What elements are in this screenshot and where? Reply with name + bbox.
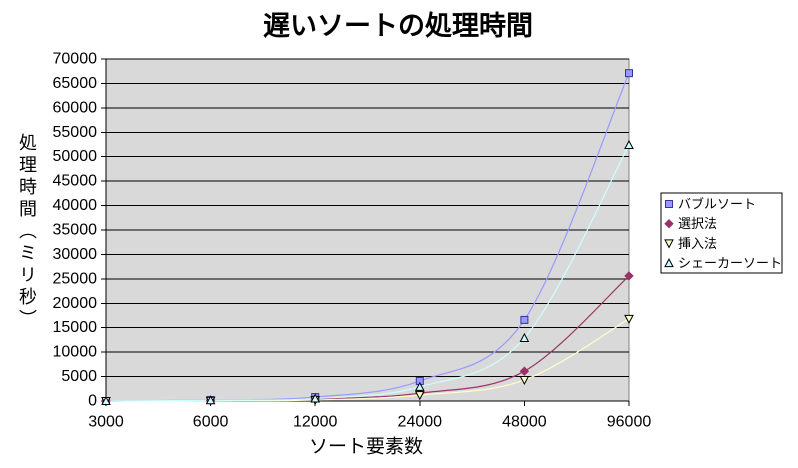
gridlines (106, 58, 629, 378)
y-tick-label: 10000 (53, 344, 98, 361)
data-points (101, 69, 634, 407)
y-tick-label: 30000 (53, 246, 98, 263)
legend-label: バブルソート (678, 197, 756, 212)
legend-label: 選択法 (678, 216, 717, 231)
data-point (519, 375, 530, 386)
data-point (519, 332, 530, 342)
legend-label: 挿入法 (678, 236, 717, 251)
y-tick-label: 5000 (61, 368, 97, 385)
y-tick-label: 0 (88, 393, 97, 410)
y-tick-label: 60000 (53, 99, 98, 116)
data-point (205, 395, 216, 405)
legend-item: シェーカーソート (664, 256, 782, 271)
y-tick-label: 50000 (53, 148, 98, 165)
x-tick-label: 6000 (193, 414, 229, 431)
legend-marker (664, 218, 674, 229)
x-tick-labels: 3000 6000 12000 24000 48000 96000 (88, 414, 651, 431)
x-tick-label: 96000 (607, 414, 652, 431)
legend-box (660, 192, 783, 274)
y-tick-labels: 0 5000 10000 15000 20000 25000 30000 35000 40000… (53, 51, 98, 410)
y-tick-label: 15000 (53, 319, 98, 336)
y-tick-label: 70000 (53, 51, 98, 68)
x-tick-label: 3000 (88, 414, 124, 431)
y-tick-label: 65000 (53, 75, 98, 92)
legend-marker (664, 239, 674, 249)
data-point (625, 69, 633, 78)
data-point (624, 271, 634, 281)
x-axis-label: ソート要素数 (309, 436, 423, 458)
y-tick-label: 45000 (53, 173, 98, 190)
y-tick-label: 20000 (53, 295, 98, 312)
y-tick-label: 55000 (53, 124, 98, 141)
data-point (414, 391, 425, 401)
data-point (624, 314, 634, 324)
legend-marker (665, 200, 673, 208)
y-tick-label: 25000 (53, 270, 98, 287)
data-point (310, 393, 321, 403)
legend-item: 選択法 (664, 216, 717, 231)
data-point (624, 139, 634, 149)
y-axis-label: 処理時間（ミリ秒） (17, 133, 37, 331)
data-point (414, 381, 425, 391)
data-point (101, 395, 111, 405)
legend-item: 挿入法 (664, 236, 717, 251)
y-tick-label: 40000 (53, 197, 98, 214)
chart-title: 遅いソートの処理時間 (263, 10, 533, 41)
x-tick-label: 48000 (502, 414, 547, 431)
x-tick-label: 12000 (293, 414, 338, 431)
x-tick-label: 24000 (398, 414, 443, 431)
legend-label: シェーカーソート (678, 256, 782, 271)
legend-marker (664, 258, 674, 268)
data-point (519, 366, 530, 376)
data-point (520, 315, 529, 324)
legend-item: バブルソート (665, 197, 756, 212)
y-tick-label: 35000 (53, 222, 98, 239)
